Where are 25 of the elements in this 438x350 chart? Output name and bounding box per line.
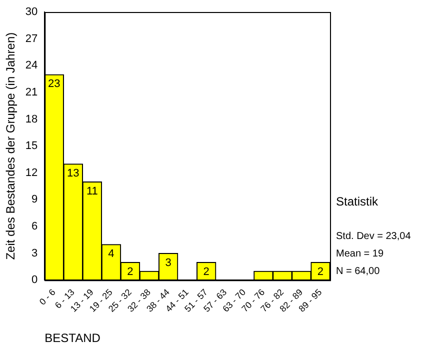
text: Mean = 19 xyxy=(336,248,384,260)
data-label: 13 xyxy=(67,167,80,180)
y-tick-label: 15 xyxy=(25,140,38,152)
y-tick-label: 21 xyxy=(25,86,38,98)
data-label: 4 xyxy=(108,248,114,260)
y-tick-label: 0 xyxy=(32,274,38,286)
data-label: 2 xyxy=(317,266,324,278)
y-axis-title: Zeit des Bestandes der Gruppe (in Jahren) xyxy=(4,32,18,260)
y-tick-label: 3 xyxy=(32,247,38,260)
y-tick-label: 9 xyxy=(32,194,38,206)
data-label: 11 xyxy=(86,185,98,198)
data-label: 23 xyxy=(48,78,60,90)
x-axis-title: BESTAND xyxy=(44,331,101,346)
y-tick-label: 30 xyxy=(25,6,38,18)
y-tick-label: 27 xyxy=(25,32,38,45)
text: Std. Dev = 23,04 xyxy=(336,230,412,242)
y-tick-label: 24 xyxy=(25,60,38,72)
data-label: 3 xyxy=(165,256,172,269)
y-tick-label: 6 xyxy=(32,220,38,233)
text: Statistik xyxy=(336,194,380,208)
y-tick-label: 12 xyxy=(25,166,38,179)
data-label: 2 xyxy=(203,266,210,278)
data-label: 2 xyxy=(127,266,134,278)
text: N = 64,00 xyxy=(336,266,380,277)
y-tick-label: 18 xyxy=(25,113,38,126)
